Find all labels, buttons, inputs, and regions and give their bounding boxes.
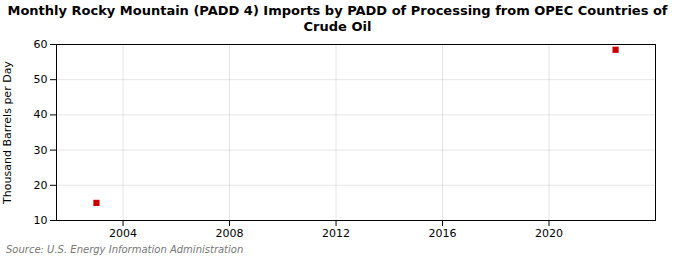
- svg-text:2016: 2016: [429, 227, 457, 240]
- svg-text:2008: 2008: [216, 227, 244, 240]
- svg-text:20: 20: [34, 179, 48, 192]
- html-text:Source: U.S. Energy Informatio: Source: U.S. Energy Information Administ…: [6, 244, 244, 256]
- svg-text:60: 60: [34, 38, 48, 51]
- svg-text:2004: 2004: [109, 227, 137, 240]
- svg-text:30: 30: [34, 144, 48, 157]
- html-text:Monthly Rocky Mountain (PADD 4: Monthly Rocky Mountain (PADD 4) Imports …: [7, 3, 668, 34]
- svg-text:Thousand Barrels per Day: Thousand Barrels per Day: [1, 61, 14, 205]
- svg-text:2012: 2012: [322, 227, 350, 240]
- svg-text:2020: 2020: [535, 227, 563, 240]
- svg-text:50: 50: [34, 73, 48, 86]
- svg-text:40: 40: [34, 109, 48, 122]
- svg-text:10: 10: [34, 214, 48, 227]
